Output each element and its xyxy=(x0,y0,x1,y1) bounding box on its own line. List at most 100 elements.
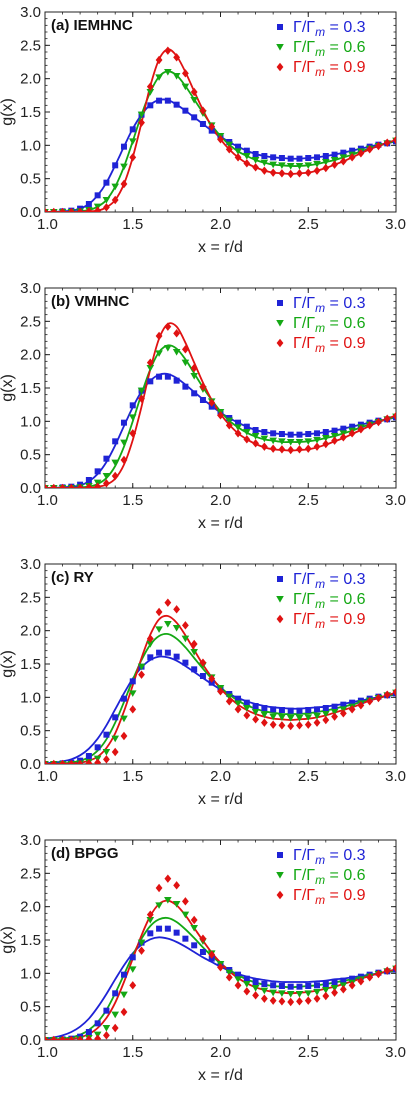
series-point-2 xyxy=(252,439,259,448)
series-point-0 xyxy=(278,431,285,437)
series-point-2 xyxy=(129,429,137,438)
legend-label-value: = 0.6 xyxy=(325,315,366,332)
series-point-2 xyxy=(313,994,321,1003)
y-tick-label: 3.0 xyxy=(20,832,41,849)
series-point-0 xyxy=(322,981,329,987)
y-tick-label: 1.0 xyxy=(20,413,41,430)
series-point-1 xyxy=(102,197,111,204)
legend-marker-1 xyxy=(276,596,284,603)
series-point-2 xyxy=(199,382,207,391)
y-tick-label: 0.5 xyxy=(20,447,41,464)
series-point-2 xyxy=(357,425,365,434)
series-point-2 xyxy=(103,203,110,212)
x-tick-label: 1.5 xyxy=(122,1044,143,1061)
series-point-1 xyxy=(190,97,198,104)
series-point-2 xyxy=(225,145,233,154)
series-point-2 xyxy=(339,709,347,718)
legend-label-2: Γ/Γm = 0.9 xyxy=(293,335,366,355)
series-point-1 xyxy=(295,991,304,998)
series-point-2 xyxy=(103,479,110,488)
series-point-1 xyxy=(286,163,295,170)
series-point-0 xyxy=(296,431,303,438)
series-point-2 xyxy=(296,169,303,178)
series-point-1 xyxy=(111,183,119,191)
y-tick-label: 0.5 xyxy=(20,723,41,740)
series-point-2 xyxy=(331,988,338,997)
series-point-2 xyxy=(296,721,303,730)
series-point-2 xyxy=(339,433,347,442)
series-point-2 xyxy=(392,135,396,145)
x-tick-label: 2.5 xyxy=(298,768,319,785)
series-point-2 xyxy=(67,207,75,212)
series-point-0 xyxy=(261,981,268,987)
series-point-2 xyxy=(383,690,391,699)
legend-label-subscript: m xyxy=(315,45,325,59)
series-point-0 xyxy=(147,102,154,109)
x-tick-label: 2.0 xyxy=(210,492,231,509)
series-point-2 xyxy=(366,145,374,154)
series-point-2 xyxy=(366,697,374,706)
series-point-2 xyxy=(296,445,303,454)
x-tick-label: 2.0 xyxy=(210,216,231,233)
series-point-0 xyxy=(296,155,303,162)
series-point-0 xyxy=(147,378,154,385)
chart-panel-1: 1.0 1.5 2.0 2.5 3.0 0.0 0.5 1.0 1.5 2.0 2.5 3.0 x = … xyxy=(0,280,406,532)
series-point-2 xyxy=(217,687,224,696)
series-point-1 xyxy=(330,433,339,440)
series-point-2 xyxy=(322,715,330,725)
series-point-2 xyxy=(50,759,58,764)
y-axis-label: g(x) xyxy=(0,374,16,402)
series-point-2 xyxy=(190,639,198,649)
series-point-2 xyxy=(392,411,396,421)
series-point-0 xyxy=(235,695,242,702)
legend-label-main: Γ/Γ xyxy=(293,867,315,884)
x-tick-label: 1.5 xyxy=(122,492,143,509)
legend-label-value: = 0.3 xyxy=(325,571,366,588)
y-tick-label: 1.5 xyxy=(20,932,41,949)
series-point-0 xyxy=(331,151,338,158)
series-point-1 xyxy=(286,715,295,722)
series-point-0 xyxy=(164,97,171,104)
series-point-0 xyxy=(252,979,259,985)
x-tick-label: 1.5 xyxy=(122,216,143,233)
series-point-2 xyxy=(59,759,66,764)
series-point-1 xyxy=(286,439,295,446)
series-point-1 xyxy=(155,626,163,633)
series-point-1 xyxy=(234,148,242,155)
series-point-2 xyxy=(348,981,356,990)
series-point-2 xyxy=(287,169,295,179)
series-point-2 xyxy=(59,1035,66,1040)
series-point-2 xyxy=(278,445,286,454)
legend-label-subscript: m xyxy=(315,873,325,887)
series-point-2 xyxy=(287,997,295,1007)
series-point-2 xyxy=(313,166,321,175)
legend-label-1: Γ/Γm = 0.6 xyxy=(293,591,366,611)
series-point-2 xyxy=(304,444,312,453)
series-point-1 xyxy=(260,987,269,995)
legend-label-main: Γ/Γ xyxy=(293,335,315,352)
y-tick-label: 1.5 xyxy=(20,380,41,397)
legend-marker-2 xyxy=(276,62,284,72)
series-point-0 xyxy=(129,402,136,409)
y-axis-label: g(x) xyxy=(0,650,16,678)
x-tick-label: 3.0 xyxy=(385,768,406,785)
series-point-0 xyxy=(199,121,206,127)
series-point-1 xyxy=(313,437,321,444)
series-point-1 xyxy=(181,911,190,919)
series-point-2 xyxy=(252,163,259,172)
series-point-0 xyxy=(147,654,154,661)
series-point-2 xyxy=(322,991,330,1001)
y-tick-label: 0.0 xyxy=(20,480,41,497)
legend-label-value: = 0.9 xyxy=(325,335,366,352)
legend-marker-0 xyxy=(277,852,283,858)
series-point-2 xyxy=(76,759,84,764)
series-point-1 xyxy=(128,138,137,145)
series-point-2 xyxy=(357,701,365,710)
series-point-2 xyxy=(67,483,75,488)
series-point-2 xyxy=(287,445,295,455)
series-point-1 xyxy=(251,157,260,164)
series-point-0 xyxy=(296,707,303,714)
series-point-2 xyxy=(260,994,268,1003)
series-point-2 xyxy=(208,674,216,683)
series-point-1 xyxy=(146,89,155,96)
